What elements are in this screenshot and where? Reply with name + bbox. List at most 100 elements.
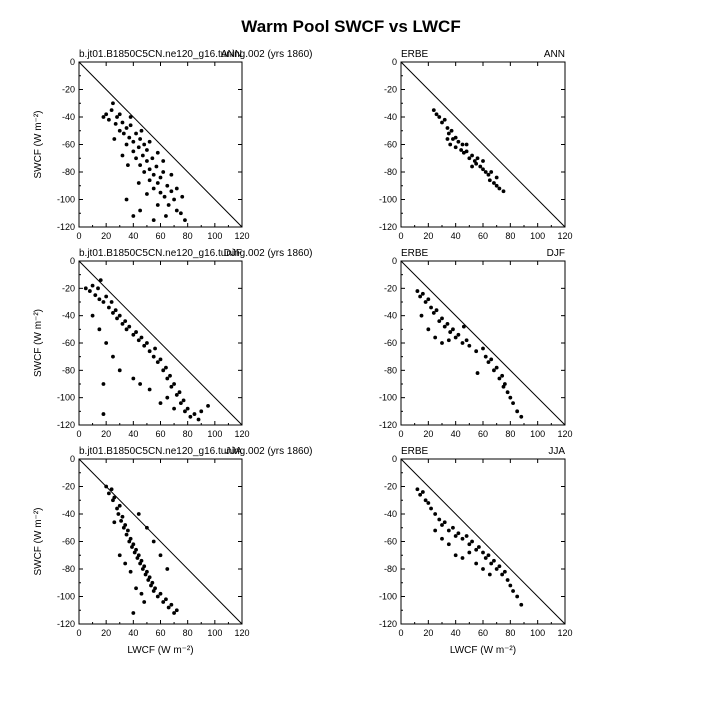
scatter-point [96,286,100,291]
scatter-point [474,547,479,552]
scatter-point [487,572,492,577]
scatter-point [142,343,147,348]
scatter-point [120,321,125,326]
reference-line [400,458,566,625]
panel-model-jja: 0 20 40 60 80 100 120 0 -20 -40 -60 -80 -100 -120 b.jt… [33,446,313,656]
scatter-point [123,561,128,566]
scatter-point [147,178,152,183]
y-tick-label: -20 [62,283,75,293]
scatter-point [158,553,163,558]
scatter-point [131,376,136,381]
scatter-point [418,294,423,299]
scatter-point [153,586,157,591]
y-tick-label: -60 [384,537,397,547]
scatter-point [145,525,149,530]
y-tick-label: -20 [62,85,75,95]
scatter-point [117,553,122,558]
scatter-point [112,137,117,141]
scatter-point [440,316,444,321]
y-tick-label: -40 [384,509,397,519]
scatter-point [206,403,210,408]
scatter-point [126,163,130,168]
scatter-point [142,600,147,604]
scatter-point [136,338,141,343]
scatter-point [511,589,515,593]
x-tick-label: 40 [128,231,138,241]
scatter-point [101,115,106,119]
y-tick-label: -20 [384,283,397,293]
scatter-point [453,534,458,538]
scatter-point [489,170,494,174]
scatter-point [456,531,461,536]
scatter-point [431,311,436,315]
scatter-point [515,409,520,414]
y-tick-label: -60 [62,140,75,150]
scatter-point [151,172,156,177]
scatter-point [131,139,136,144]
scatter-point [431,108,436,113]
scatter-point [183,409,187,414]
scatter-point [155,203,160,207]
x-tick-label: 100 [207,231,222,241]
scatter-point [136,512,141,516]
scatter-point [180,194,185,199]
scatter-point [150,580,155,585]
scatter-point [169,384,174,389]
scatter-point [434,308,439,313]
scatter-point [104,484,109,489]
scatter-point [155,360,160,365]
x-tick-label: 20 [101,231,111,241]
scatter-point [464,338,469,343]
scatter-point [131,214,136,218]
scatter-point [192,412,197,416]
x-tick-label: 0 [398,231,403,241]
scatter-point [497,564,502,569]
scatter-point [147,139,152,144]
y-axis-label: SWCF (W m⁻²) [33,309,44,377]
y-tick-label: -100 [379,393,397,403]
scatter-point [453,135,458,140]
scatter-point [112,495,117,500]
scatter-point [120,153,125,158]
x-tick-label: 40 [128,429,138,439]
scatter-point [124,327,129,332]
scatter-point [131,542,136,547]
scatter-point [486,172,491,177]
y-axis-label: SWCF (W m⁻²) [33,110,44,178]
scatter-point [166,605,171,610]
figure-title: Warm Pool SWCF vs LWCF [241,17,460,36]
scatter-point [145,192,149,196]
scatter-point [109,487,114,492]
scatter-point [111,101,115,106]
scatter-point [474,561,479,566]
scatter-point [459,148,464,152]
scatter-point [188,414,193,419]
scatter-point [489,357,494,362]
scatter-point [106,117,111,122]
scatter-point [461,324,466,329]
scatter-point [460,142,465,147]
scatter-point [497,376,502,381]
scatter-point [161,600,166,604]
scatter-point [467,550,472,555]
scatter-point [111,354,115,359]
x-tick-label: 60 [478,231,488,241]
scatter-point [165,395,170,400]
scatter-point [174,608,179,613]
scatter-point [196,417,201,422]
scatter-point [161,368,166,373]
reference-line [78,458,243,625]
scatter-point [467,156,472,161]
scatter-point [467,343,472,348]
scatter-point [429,305,433,310]
scatter-point [440,120,444,125]
y-tick-label: -20 [384,85,397,95]
panel-left-label: ERBE [401,49,429,60]
scatter-point [501,189,506,194]
scatter-point [165,376,170,381]
scatter-point [127,324,132,329]
scatter-point [158,591,163,596]
scatter-point [418,492,423,497]
scatter-point [486,553,491,558]
